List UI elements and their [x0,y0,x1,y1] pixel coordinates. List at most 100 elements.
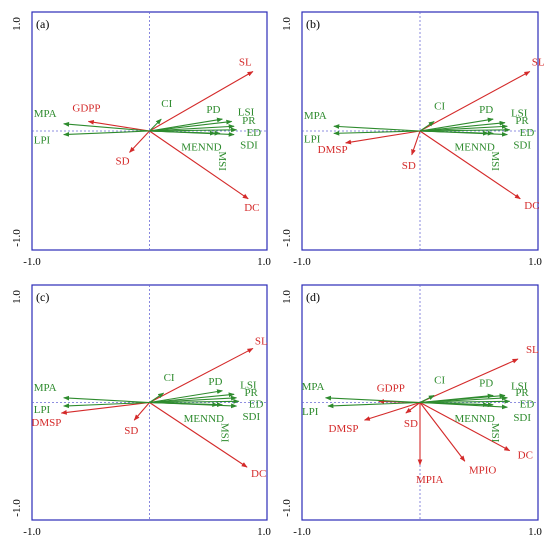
metric-vector-label: SDI [513,140,531,152]
metric-vector-arrow [149,395,238,404]
env-vector-arrow [129,130,150,153]
metric-vector-label: MENND [454,413,494,425]
y-tick-label: -1.0 [11,229,23,247]
metric-vector-arrow [149,130,216,136]
x-tick-label: -1.0 [293,526,311,538]
y-tick-label: 1.0 [11,17,23,31]
env-vector-arrow [419,402,511,452]
metric-vector-arrow [333,130,421,136]
x-tick-label: -1.0 [23,526,41,538]
env-vector-label: GDPP [72,102,100,114]
metric-vector-label: LSI [511,108,528,120]
metric-vector-label: PD [479,104,493,116]
metric-vector-arrow [63,395,150,404]
metric-vector-arrow [419,127,511,133]
metric-vector-arrow [419,398,511,404]
metric-vector-label: MPA [34,382,57,394]
x-tick-label: 1.0 [528,256,542,268]
metric-vector-label: CI [434,100,445,112]
metric-vector-arrow [419,124,508,132]
metric-vector-label: MSI [216,151,228,171]
metric-vector-label: CI [434,374,445,386]
env-vector-arrow [149,347,254,403]
panel-label: (d) [306,290,320,304]
env-vector-arrow [87,119,150,132]
metric-vector-label: MENND [184,413,224,425]
metric-vector-arrow [149,398,240,404]
env-vector-label: DC [518,450,533,462]
metric-vector-arrow [149,127,238,133]
metric-vector-label: LSI [238,106,255,118]
metric-vector-arrow [333,124,421,132]
env-vector-label: DC [244,202,259,214]
env-vector-arrow [419,358,519,404]
metric-vector-arrow [149,118,162,132]
metric-vector-label: MSI [489,151,501,171]
x-tick-label: -1.0 [293,256,311,268]
metric-vector-arrow [419,130,490,136]
metric-vector-arrow [149,124,235,132]
env-vector-label: SL [526,344,539,356]
metric-vector-label: SDI [513,412,531,424]
metric-vector-label: MPA [304,110,327,122]
metric-vector-arrow [419,121,435,132]
env-vector-arrow [419,130,521,200]
y-tick-label: 1.0 [281,290,293,304]
metric-vector-arrow [149,117,223,132]
metric-vector-label: CI [161,98,172,110]
panel-label: (b) [306,17,320,31]
env-vector-arrow [133,402,150,421]
env-vector-arrow [149,71,254,132]
metric-vector-label: SDI [242,411,260,423]
metric-vector-label: PR [244,387,258,399]
panel-label: (a) [36,17,49,31]
metric-vector-label: LPI [304,133,321,145]
y-tick-label: 1.0 [281,17,293,31]
metric-vector-label: MSI [218,423,230,443]
metric-vector-arrow [419,120,506,132]
env-vector-label: DMSP [318,144,348,156]
metric-vector-label: MPA [34,108,57,120]
env-vector-label: DC [524,200,539,212]
env-vector-label: DC [251,468,266,480]
x-tick-label: 1.0 [257,526,271,538]
metric-vector-label: PR [515,115,529,127]
metric-vector-arrow [63,401,150,409]
env-vector-label: SL [255,335,268,347]
env-vector-arrow [419,71,531,132]
metric-vector-label: PD [479,377,493,389]
metric-vector-label: ED [246,127,261,139]
metric-vector-arrow [149,389,223,404]
env-vector-label: DMSP [329,423,359,435]
env-vector-label: SD [404,418,418,430]
x-tick-label: -1.0 [23,256,41,268]
metric-vector-label: PR [242,115,256,127]
metric-vector-label: PR [515,387,529,399]
env-vector-arrow [149,402,248,468]
metric-vector-label: LPI [34,404,51,416]
env-vector-label: SL [239,57,252,69]
env-vector-label: MPIA [416,474,444,486]
metric-vector-label: ED [249,398,264,410]
biplot-panel: (a) -1.0 1.0 -1.0 1.0 SL GDPP SD DC MPA LPI PD LSIPR… [11,11,271,268]
metric-vector-label: LPI [302,406,319,418]
biplot-panel: (c) -1.0 1.0 -1.0 1.0 SL DMSP SD DC MPA LPI PD LSIPR… [11,284,271,538]
env-vector-arrow [60,401,150,415]
env-vector-arrow [345,130,421,145]
metric-vector-arrow [325,395,421,404]
metric-vector-label: PD [206,104,220,116]
metric-vector-arrow [149,401,219,408]
metric-vector-label: ED [520,398,535,410]
metric-vector-label: LPI [34,135,51,147]
metric-vector-arrow [149,392,165,403]
x-tick-label: 1.0 [257,256,271,268]
env-vector-label: SD [116,155,130,167]
metric-vector-arrow [419,394,435,403]
y-tick-label: -1.0 [11,499,23,517]
metric-vector-arrow [419,401,490,408]
x-tick-label: 1.0 [528,526,542,538]
biplot-panel: (b) -1.0 1.0 -1.0 1.0 SL DMSP SD DC MPA LPI PD LSIPR… [281,11,545,268]
metric-vector-arrow [419,117,494,132]
biplot-panel: (d) -1.0 1.0 -1.0 1.0 SL GDPP DMSP SD MPIA MPIO DC M… [281,284,542,538]
env-vector-arrow [419,402,466,462]
